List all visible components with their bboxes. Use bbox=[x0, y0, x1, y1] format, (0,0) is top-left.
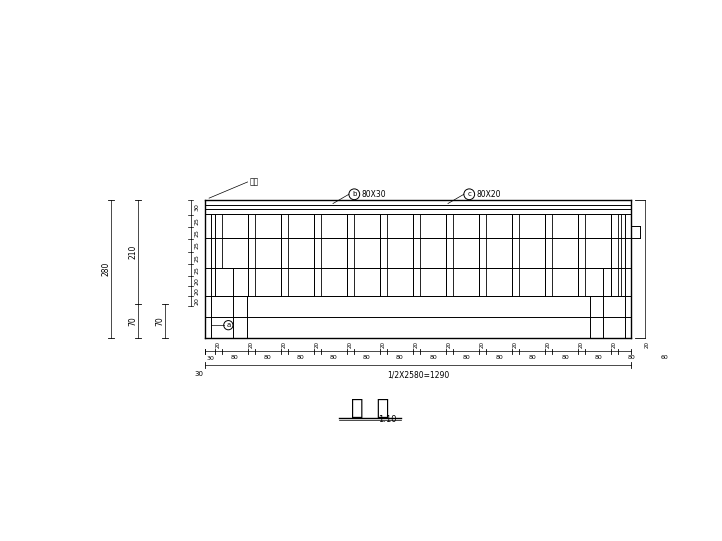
Bar bbox=[321, 268, 347, 296]
Text: 80: 80 bbox=[297, 355, 305, 360]
Bar bbox=[354, 239, 380, 268]
Text: 20: 20 bbox=[579, 341, 584, 348]
Text: 210: 210 bbox=[129, 245, 137, 259]
Bar bbox=[321, 239, 347, 268]
Text: 20: 20 bbox=[381, 341, 386, 348]
Text: 20: 20 bbox=[249, 341, 254, 348]
Bar bbox=[618, 268, 621, 296]
Text: 80: 80 bbox=[495, 355, 503, 360]
Bar bbox=[255, 268, 281, 296]
Text: 20: 20 bbox=[194, 278, 199, 285]
Bar bbox=[486, 239, 512, 268]
Text: a: a bbox=[226, 322, 230, 328]
Bar bbox=[552, 239, 578, 268]
Bar bbox=[585, 214, 612, 239]
Bar bbox=[321, 214, 347, 239]
Bar bbox=[255, 214, 281, 239]
Text: 20: 20 bbox=[612, 341, 617, 348]
Text: 合角: 合角 bbox=[249, 177, 258, 187]
Bar bbox=[618, 214, 621, 239]
Text: 80: 80 bbox=[264, 355, 272, 360]
Text: 20: 20 bbox=[194, 287, 199, 295]
Bar bbox=[288, 214, 314, 239]
Text: 280: 280 bbox=[101, 262, 110, 276]
Text: 80: 80 bbox=[330, 355, 338, 360]
Bar bbox=[222, 239, 248, 268]
Text: 20: 20 bbox=[414, 341, 419, 348]
Text: 80: 80 bbox=[429, 355, 437, 360]
Text: 80: 80 bbox=[529, 355, 536, 360]
Text: 80X20: 80X20 bbox=[477, 190, 500, 199]
Text: 25: 25 bbox=[194, 217, 199, 225]
Text: 25: 25 bbox=[194, 241, 199, 249]
Bar bbox=[255, 239, 281, 268]
Bar bbox=[453, 214, 479, 239]
Bar bbox=[519, 239, 545, 268]
Text: 挂  落: 挂 落 bbox=[351, 398, 389, 418]
Text: 80X30: 80X30 bbox=[361, 190, 386, 199]
Text: 25: 25 bbox=[194, 229, 199, 237]
Bar bbox=[387, 239, 413, 268]
Text: 20: 20 bbox=[282, 341, 287, 348]
Bar bbox=[288, 268, 314, 296]
Text: 1:10: 1:10 bbox=[378, 414, 396, 424]
Text: 20: 20 bbox=[194, 297, 199, 305]
Bar bbox=[486, 268, 512, 296]
Bar bbox=[486, 214, 512, 239]
Bar bbox=[419, 239, 446, 268]
Bar bbox=[585, 268, 612, 296]
Bar bbox=[354, 268, 380, 296]
Text: 70: 70 bbox=[129, 316, 137, 326]
Text: 60: 60 bbox=[660, 355, 668, 360]
Bar bbox=[585, 239, 612, 268]
Text: c: c bbox=[467, 192, 471, 197]
Bar bbox=[453, 239, 479, 268]
Text: 80: 80 bbox=[462, 355, 470, 360]
Bar bbox=[354, 214, 380, 239]
Text: 70: 70 bbox=[155, 316, 165, 326]
Bar bbox=[222, 214, 248, 239]
Text: 80: 80 bbox=[561, 355, 569, 360]
Bar bbox=[552, 268, 578, 296]
Bar bbox=[387, 268, 413, 296]
Text: 25: 25 bbox=[194, 266, 199, 274]
Text: 20: 20 bbox=[480, 341, 485, 348]
Text: 20: 20 bbox=[216, 341, 221, 348]
Text: b: b bbox=[352, 192, 357, 197]
Bar bbox=[519, 268, 545, 296]
Bar bbox=[288, 239, 314, 268]
Text: 80: 80 bbox=[231, 355, 239, 360]
Text: 20: 20 bbox=[315, 341, 320, 348]
Text: 20: 20 bbox=[348, 341, 353, 348]
Text: 80: 80 bbox=[594, 355, 602, 360]
Text: 80: 80 bbox=[363, 355, 371, 360]
Text: 20: 20 bbox=[513, 341, 518, 348]
Bar bbox=[419, 214, 446, 239]
Bar bbox=[419, 268, 446, 296]
Text: 30: 30 bbox=[194, 203, 199, 211]
Bar bbox=[519, 214, 545, 239]
Bar bbox=[618, 239, 621, 268]
Bar bbox=[453, 268, 479, 296]
Bar bbox=[387, 214, 413, 239]
Text: 20: 20 bbox=[645, 341, 650, 348]
Text: 80: 80 bbox=[396, 355, 404, 360]
Text: 30: 30 bbox=[194, 371, 203, 377]
Text: 20: 20 bbox=[447, 341, 452, 348]
Text: 80: 80 bbox=[627, 355, 635, 360]
Text: 25: 25 bbox=[194, 254, 199, 262]
Text: 30: 30 bbox=[206, 356, 214, 361]
Text: 20: 20 bbox=[546, 341, 551, 348]
Bar bbox=[552, 214, 578, 239]
Text: 1/2X2580=1290: 1/2X2580=1290 bbox=[387, 371, 449, 380]
